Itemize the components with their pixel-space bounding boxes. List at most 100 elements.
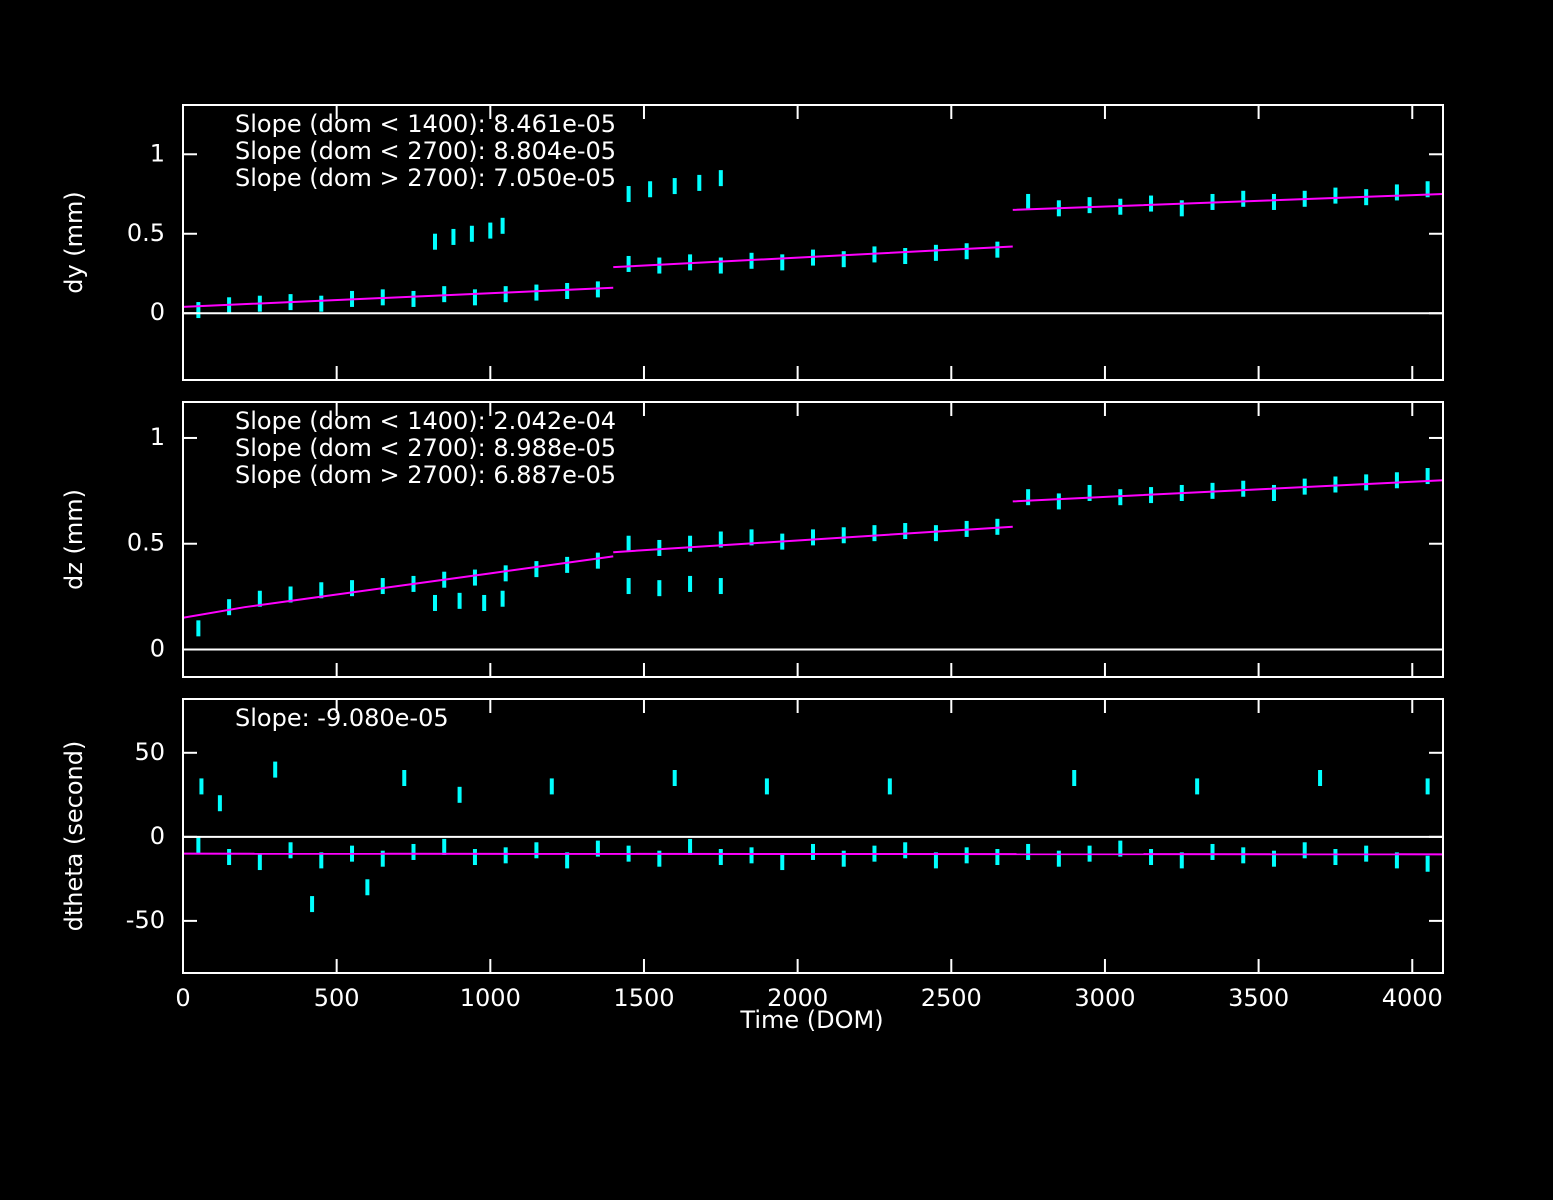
y-tick-label: 0 xyxy=(150,822,165,850)
data-point xyxy=(1149,195,1154,212)
x-tick-label: 4000 xyxy=(1382,984,1443,1012)
x-axis-label: Time (DOM) xyxy=(739,1006,883,1034)
data-point xyxy=(1241,480,1246,497)
data-point xyxy=(319,582,324,599)
data-point xyxy=(310,896,315,913)
data-point xyxy=(1271,484,1276,501)
y-tick-label: -50 xyxy=(126,906,165,934)
data-point xyxy=(319,295,324,312)
data-point xyxy=(1425,778,1430,795)
data-point xyxy=(433,233,437,250)
y-tick-label: 0.5 xyxy=(127,219,165,247)
data-point xyxy=(402,770,407,787)
x-tick-label: 0 xyxy=(175,984,190,1012)
data-point xyxy=(688,838,693,855)
data-point xyxy=(1394,472,1399,489)
y-axis-label: dz (mm) xyxy=(60,489,88,590)
annotation: Slope (dom > 2700): 7.050e-05 xyxy=(235,164,616,192)
data-point xyxy=(273,761,278,778)
data-point xyxy=(196,837,201,854)
data-point xyxy=(933,244,938,261)
fit-line xyxy=(182,479,1444,619)
data-point xyxy=(442,286,447,303)
data-point xyxy=(380,850,385,867)
annotation: Slope (dom < 1400): 8.461e-05 xyxy=(235,110,616,138)
data-point xyxy=(697,174,702,191)
data-point xyxy=(1072,770,1077,787)
data-point xyxy=(1333,476,1338,493)
data-point xyxy=(688,575,693,592)
data-point xyxy=(933,525,938,542)
data-point xyxy=(657,539,662,556)
data-point xyxy=(1318,770,1323,787)
data-point xyxy=(1179,852,1184,869)
data-point xyxy=(887,778,892,795)
data-point xyxy=(1118,840,1123,857)
data-point xyxy=(1118,489,1123,506)
plot-frame xyxy=(182,104,1444,381)
fit-line xyxy=(182,852,1444,856)
data-point xyxy=(257,854,262,871)
data-point xyxy=(227,849,232,866)
data-point xyxy=(841,527,846,544)
data-point xyxy=(1026,489,1031,506)
y-tick-label: 0 xyxy=(150,635,165,663)
data-point xyxy=(196,620,201,637)
x-tick-label: 3000 xyxy=(1074,984,1135,1012)
data-point xyxy=(1149,849,1154,866)
data-point xyxy=(451,228,456,245)
data-point xyxy=(672,770,677,787)
y-tick-label: 0.5 xyxy=(127,529,165,557)
data-point xyxy=(500,590,505,607)
y-tick-label: 0 xyxy=(150,298,165,326)
data-point xyxy=(1333,849,1338,866)
x-tick-label: 1000 xyxy=(460,984,521,1012)
data-point xyxy=(903,523,908,540)
data-point xyxy=(488,222,493,239)
data-point xyxy=(718,257,723,274)
data-point xyxy=(288,842,293,859)
data-point xyxy=(811,529,815,546)
data-point xyxy=(626,186,631,203)
data-point xyxy=(288,586,293,603)
data-point xyxy=(1179,200,1184,217)
data-point xyxy=(648,181,653,198)
x-tick-label: 2000 xyxy=(767,984,828,1012)
data-point xyxy=(933,852,938,869)
data-point xyxy=(472,289,477,306)
data-point xyxy=(534,284,539,301)
data-point xyxy=(1195,778,1200,795)
data-point xyxy=(780,854,785,871)
data-point xyxy=(482,594,487,611)
data-point xyxy=(995,849,1000,866)
data-point xyxy=(903,248,908,265)
data-point xyxy=(469,225,474,242)
data-point xyxy=(350,580,355,597)
y-axis-label: dtheta (second) xyxy=(60,741,88,932)
y-tick-label: 1 xyxy=(150,139,165,167)
data-point xyxy=(503,847,508,864)
data-point xyxy=(534,561,539,578)
data-point xyxy=(1026,843,1031,860)
data-point xyxy=(503,565,508,582)
data-point xyxy=(1302,842,1307,859)
data-point xyxy=(1425,468,1430,485)
data-point xyxy=(688,535,693,552)
data-point xyxy=(1056,850,1061,867)
data-point xyxy=(199,778,204,795)
data-point xyxy=(217,795,222,812)
annotation: Slope (dom < 1400): 2.042e-04 xyxy=(235,407,616,435)
y-axis-label: dy (mm) xyxy=(60,191,88,294)
data-point xyxy=(841,850,846,867)
data-point xyxy=(1056,493,1061,510)
data-point xyxy=(749,847,754,864)
data-point xyxy=(411,843,416,860)
annotation: Slope (dom > 2700): 6.887e-05 xyxy=(235,461,616,489)
data-point xyxy=(196,302,201,319)
data-point xyxy=(565,556,570,573)
data-point xyxy=(841,251,846,268)
x-tick-label: 3500 xyxy=(1228,984,1289,1012)
data-point xyxy=(718,849,723,866)
